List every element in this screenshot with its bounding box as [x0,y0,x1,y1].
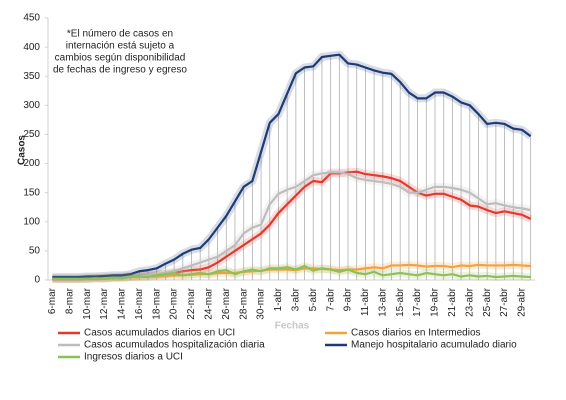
x-tick-label: 6-mar [47,287,58,314]
x-tick-label: 21-abr [447,287,458,317]
x-tick-label: 14-mar [117,287,128,319]
x-tick-label: 7-abr [325,287,336,311]
legend-label: Casos diarios en Intermedios [351,328,481,339]
annotation: internación está sujeto a [66,41,175,52]
x-tick-label: 24-mar [204,287,215,319]
x-tick-label: 19-abr [430,287,441,317]
x-tick-label: 30-mar [256,287,267,319]
x-tick-label: 25-abr [482,287,493,317]
x-tick-label: 3-abr [290,287,301,311]
x-tick-label: 15-abr [395,287,406,317]
y-tick-label: 400 [23,42,40,53]
y-tick-label: 150 [23,187,40,198]
legend-label: Ingresos diarios a UCI [84,352,183,363]
x-tick-label: 27-abr [499,287,510,317]
y-axis-label: Casos [17,135,28,165]
series-glow [52,50,534,282]
annotation: de fechas de ingreso y egreso [53,65,187,76]
x-tick-label: 18-mar [151,287,162,319]
legend-label: Manejo hospitalario acumulado diario [351,340,517,351]
annotation: cambios según disponibilidad [55,53,186,64]
x-axis-label: Fechas [275,321,310,332]
x-tick-label: 20-mar [169,287,180,319]
legend-label: Casos acumulados hospitalización diaria [84,340,265,351]
y-tick-label: 100 [23,216,40,227]
y-tick-label: 200 [23,158,40,169]
y-tick-label: 450 [23,13,40,24]
series-line [52,53,532,279]
x-tick-label: 1-abr [273,287,284,311]
x-tick-label: 17-abr [412,287,423,317]
x-tick-label: 5-abr [308,287,319,311]
y-tick-label: 50 [29,246,41,257]
x-tick-label: 12-mar [99,287,110,319]
y-tick-label: 300 [23,100,40,111]
x-tick-label: 28-mar [238,287,249,319]
x-tick-label: 29-abr [517,287,528,317]
y-tick-label: 250 [23,129,40,140]
x-tick-label: 26-mar [221,287,232,319]
x-tick-label: 8-mar [64,287,75,314]
x-tick-label: 13-abr [377,287,388,317]
x-tick-label: 23-abr [464,287,475,317]
annotation: *El número de casos en [67,29,173,40]
legend-label: Casos acumulados diarios en UCI [84,328,235,339]
x-tick-label: 16-mar [134,287,145,319]
y-tick-label: 0 [34,275,40,286]
y-tick-label: 350 [23,71,40,82]
series-line [52,264,531,280]
x-tick-label: 9-abr [343,287,354,311]
x-tick-label: 10-mar [82,287,93,319]
x-tick-label: 11-abr [360,287,371,316]
x-tick-label: 22-mar [186,287,197,319]
series-line [52,171,531,280]
